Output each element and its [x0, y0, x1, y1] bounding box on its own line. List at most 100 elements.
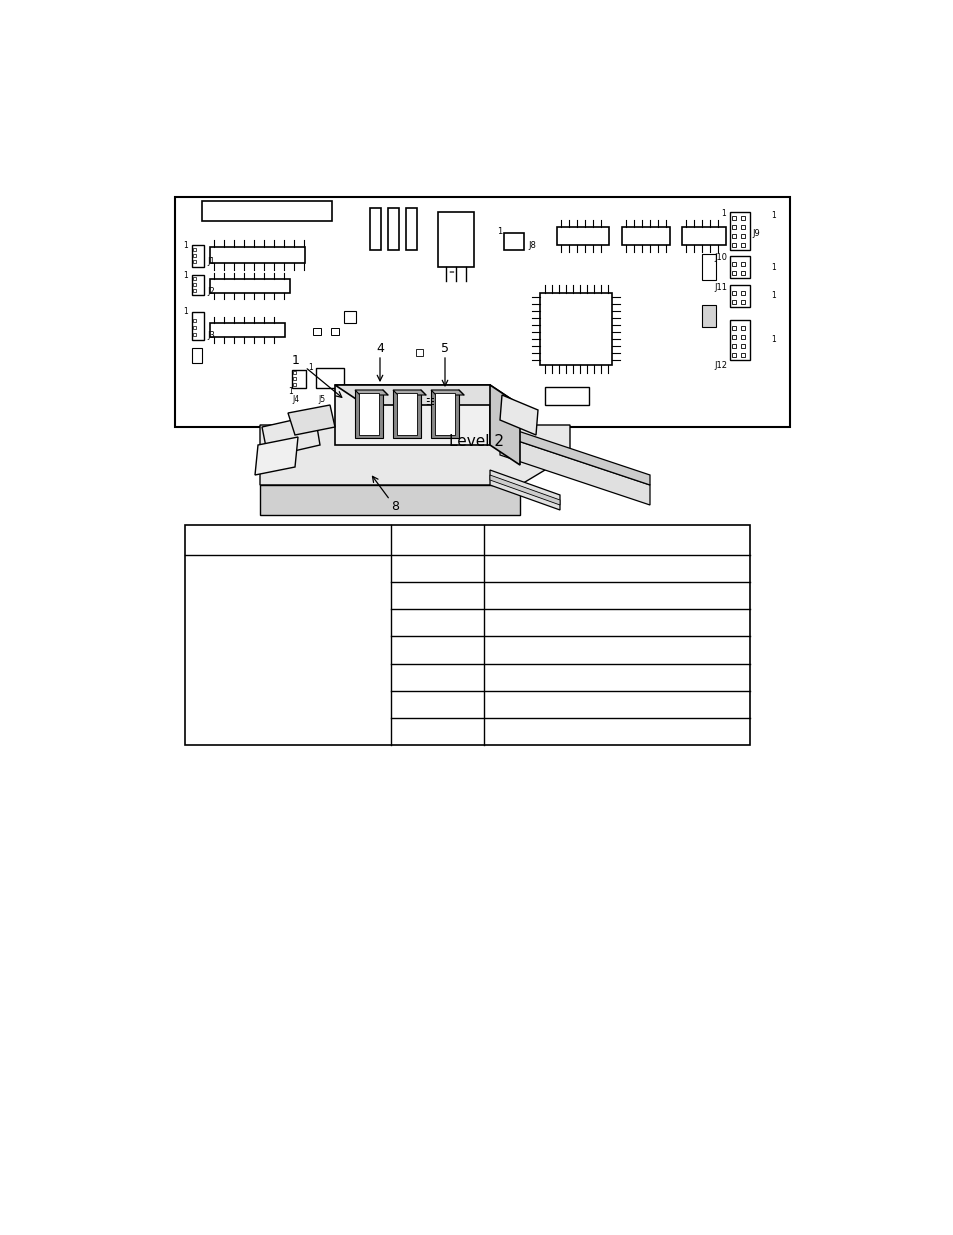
Ellipse shape	[277, 411, 304, 424]
Bar	[313, 329, 320, 335]
Bar	[731, 335, 735, 338]
Bar	[193, 289, 195, 291]
Text: 1: 1	[771, 336, 776, 345]
Bar	[740, 300, 744, 304]
Bar	[731, 300, 735, 304]
Polygon shape	[437, 212, 474, 267]
Text: 1: 1	[292, 354, 299, 368]
Polygon shape	[499, 395, 537, 435]
Polygon shape	[499, 435, 649, 505]
Text: J8: J8	[527, 242, 536, 251]
Bar	[192, 348, 202, 363]
Polygon shape	[260, 485, 519, 515]
Bar	[731, 270, 735, 275]
Bar	[416, 350, 422, 356]
Bar	[740, 243, 744, 247]
Text: J2: J2	[207, 288, 214, 296]
Text: J9: J9	[751, 230, 759, 238]
Polygon shape	[262, 415, 319, 457]
Ellipse shape	[301, 400, 323, 410]
Bar	[731, 326, 735, 330]
Text: ☷: ☷	[425, 396, 434, 408]
Text: 1: 1	[183, 270, 188, 279]
Polygon shape	[490, 475, 559, 505]
Bar	[729, 256, 749, 278]
Polygon shape	[355, 390, 382, 438]
Bar	[539, 293, 612, 366]
Bar	[193, 277, 195, 280]
Bar	[315, 368, 344, 388]
Bar	[740, 335, 744, 338]
Bar	[192, 275, 204, 295]
Bar	[370, 207, 380, 249]
Bar	[740, 216, 744, 220]
Text: J10: J10	[713, 253, 726, 263]
Bar	[406, 207, 416, 249]
Polygon shape	[260, 425, 569, 485]
Text: 1: 1	[183, 241, 188, 249]
Bar	[731, 345, 735, 348]
Bar	[193, 254, 195, 257]
Text: J3: J3	[207, 331, 214, 340]
Polygon shape	[254, 437, 297, 475]
Polygon shape	[288, 405, 335, 435]
Bar	[729, 320, 749, 359]
Text: J4: J4	[292, 394, 299, 404]
Polygon shape	[431, 390, 463, 395]
Bar	[740, 353, 744, 357]
Text: 1: 1	[771, 291, 776, 300]
Text: 5: 5	[440, 342, 449, 354]
Bar	[193, 248, 195, 251]
Polygon shape	[335, 385, 490, 445]
Text: J1: J1	[207, 258, 214, 267]
Bar	[193, 283, 195, 287]
Polygon shape	[396, 393, 416, 435]
Bar	[729, 285, 749, 308]
Text: 1: 1	[497, 226, 502, 236]
Ellipse shape	[509, 390, 529, 400]
Bar	[344, 311, 355, 324]
Text: 4: 4	[375, 342, 383, 354]
Bar	[740, 291, 744, 295]
Bar	[210, 324, 285, 337]
Bar	[731, 233, 735, 238]
Text: =: =	[448, 269, 454, 275]
Bar	[202, 201, 332, 221]
Bar	[731, 225, 735, 228]
Text: 1: 1	[720, 209, 725, 217]
Text: J5: J5	[317, 395, 325, 405]
Text: 1: 1	[771, 263, 776, 272]
Bar	[503, 233, 523, 249]
Bar	[193, 326, 195, 329]
Bar	[193, 261, 195, 263]
Circle shape	[451, 203, 460, 212]
Bar	[701, 254, 716, 280]
Bar	[544, 387, 588, 405]
Polygon shape	[393, 390, 426, 395]
Polygon shape	[355, 390, 388, 395]
Bar	[292, 370, 306, 388]
Bar	[193, 319, 195, 322]
Bar	[210, 279, 290, 293]
Polygon shape	[393, 390, 420, 438]
Text: 1: 1	[289, 387, 294, 395]
Text: J11: J11	[713, 283, 726, 291]
Bar	[174, 198, 789, 427]
Text: 1: 1	[309, 363, 313, 373]
Bar	[557, 227, 608, 245]
Bar	[192, 312, 204, 340]
Polygon shape	[490, 471, 559, 510]
Bar	[701, 305, 716, 327]
Bar	[740, 326, 744, 330]
Bar	[740, 345, 744, 348]
Text: J12: J12	[713, 361, 726, 369]
Text: 8: 8	[391, 500, 398, 514]
Polygon shape	[335, 385, 519, 405]
Bar	[731, 262, 735, 266]
Bar	[731, 353, 735, 357]
Bar	[740, 233, 744, 238]
Text: 1: 1	[771, 211, 776, 221]
Polygon shape	[490, 385, 519, 466]
Bar	[193, 333, 195, 336]
Bar	[388, 207, 398, 249]
